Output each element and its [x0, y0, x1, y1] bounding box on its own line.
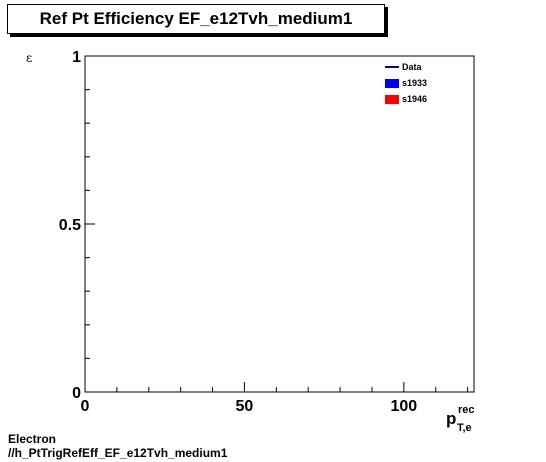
legend-swatch-s1946 [385, 95, 399, 104]
footer-line-1: Electron [8, 432, 57, 446]
y-axis: 00.51 [59, 49, 95, 402]
legend: Data s1933 s1946 [385, 62, 427, 104]
y-tick-label: 1 [72, 49, 81, 66]
y-tick-label: 0 [72, 385, 81, 402]
x-tick-label: 100 [391, 398, 418, 415]
x-axis-label: p [446, 409, 456, 428]
y-tick-label: 0.5 [59, 217, 81, 234]
legend-label: Data [402, 62, 423, 72]
y-axis-label: ε [26, 51, 32, 65]
legend-swatch-s1933 [385, 79, 399, 88]
plot-frame [84, 55, 475, 393]
x-axis-label-sub: T,e [457, 422, 472, 434]
legend-label: s1933 [402, 78, 427, 88]
x-axis-label-sup: rec [458, 404, 475, 416]
footer: Electron //h_PtTrigRefEff_EF_e12Tvh_medi… [8, 432, 227, 460]
footer-line-2: //h_PtTrigRefEff_EF_e12Tvh_medium1 [8, 446, 228, 460]
legend-label: s1946 [402, 94, 427, 104]
x-axis: 0 50 100 [81, 382, 469, 415]
x-axis-label-main: p [446, 409, 456, 428]
x-tick-label: 50 [236, 398, 254, 415]
x-tick-label: 0 [81, 398, 90, 415]
chart-title: Ref Pt Efficiency EF_e12Tvh_medium1 [7, 4, 385, 34]
